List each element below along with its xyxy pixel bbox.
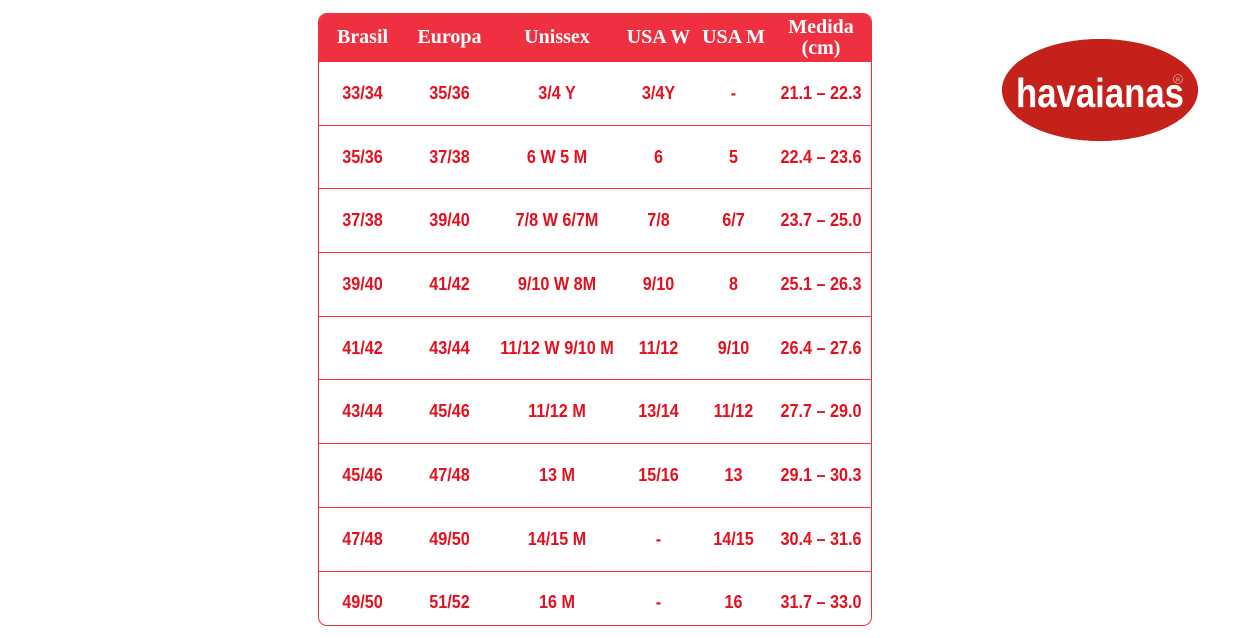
- svg-text:R: R: [1176, 78, 1180, 84]
- svg-text:havaianas: havaianas: [1016, 70, 1184, 116]
